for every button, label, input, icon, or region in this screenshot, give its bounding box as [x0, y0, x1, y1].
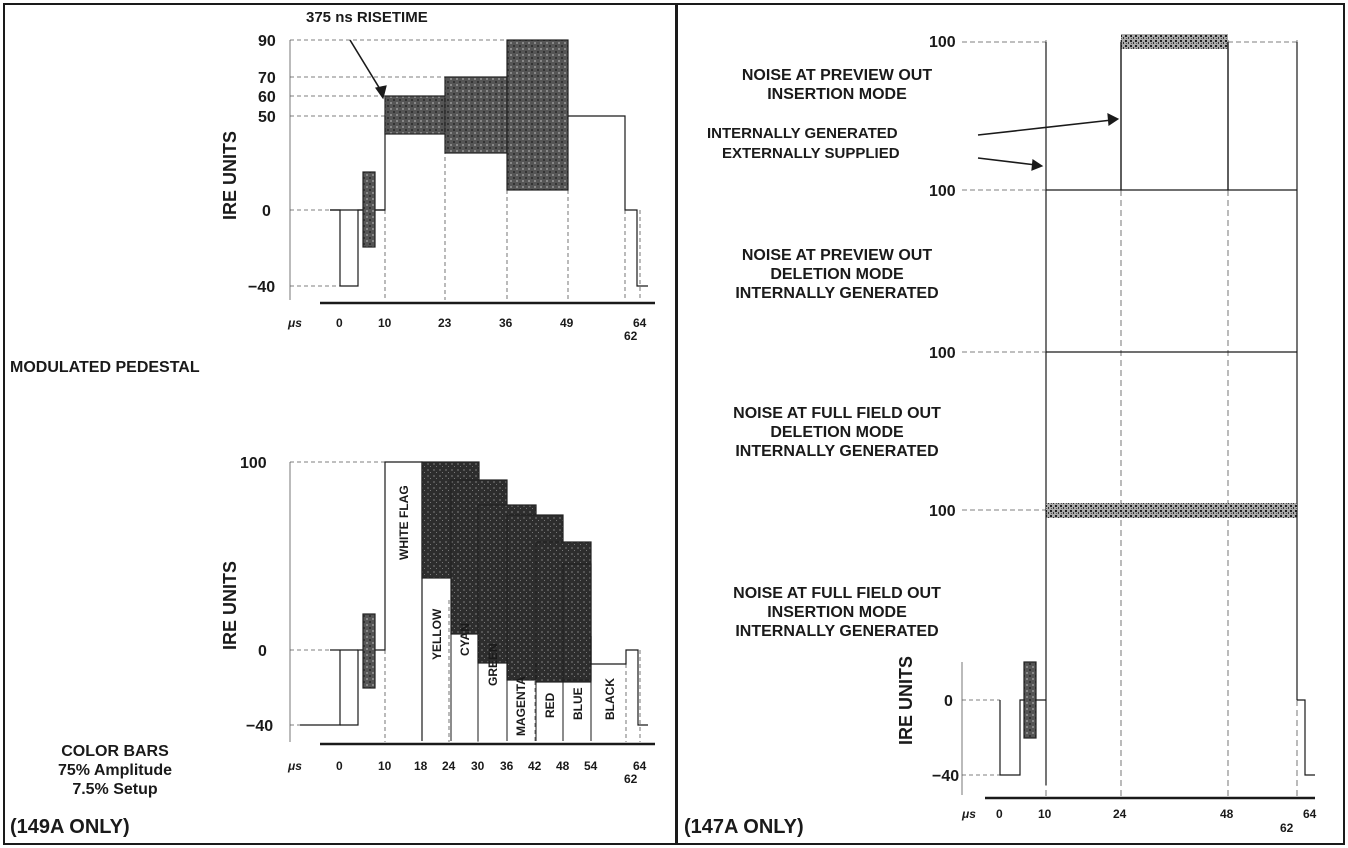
bar-label-green: GREEN: [486, 643, 500, 686]
modulated-pedestal-label: MODULATED PEDESTAL: [10, 359, 200, 376]
y-tick-60: 60: [258, 89, 276, 106]
noise-panel2-description: NOISE AT PREVIEW OUT DELETION MODE INTER…: [692, 246, 982, 303]
y-tick-70: 70: [258, 70, 276, 87]
x-tick-0: 0: [336, 759, 343, 773]
noise-panel4-line1: NOISE AT FULL FIELD OUT: [733, 585, 941, 602]
bar-label-white-flag: WHITE FLAG: [397, 485, 411, 560]
internally-generated-arrow-label: INTERNALLY GENERATED: [707, 125, 898, 142]
color-bars-y-axis-label: IRE UNITS: [220, 561, 240, 650]
noise-panel4-description: NOISE AT FULL FIELD OUT INSERTION MODE I…: [692, 584, 982, 641]
x-tick-64: 64: [633, 316, 647, 330]
color-bars-x-ticks: μs 0 10 18 24 30 36 42 48 54 64 62: [287, 759, 647, 786]
x-tick-54: 54: [584, 759, 598, 773]
y-tick-minus40: −40: [248, 279, 275, 296]
noise-panel1-description: NOISE AT PREVIEW OUT INSERTION MODE: [692, 66, 982, 104]
footer-147a: (147A ONLY): [684, 816, 804, 838]
y-tick-minus40: −40: [932, 768, 959, 785]
noise-panel2-line3: INTERNALLY GENERATED: [735, 285, 939, 302]
y-tick-50: 50: [258, 109, 276, 126]
y-tick-0: 0: [258, 643, 267, 660]
x-tick-64: 64: [1303, 807, 1317, 821]
x-tick-10: 10: [378, 759, 392, 773]
color-bars-y-ticks: 100 0 −40: [240, 455, 273, 735]
level-100-c: 100: [929, 345, 956, 362]
noise-panel4-line3: INTERNALLY GENERATED: [735, 623, 939, 640]
x-tick-48: 48: [556, 759, 570, 773]
x-unit: μs: [287, 759, 302, 773]
y-tick-minus40: −40: [246, 718, 273, 735]
x-tick-23: 23: [438, 316, 452, 330]
x-tick-24: 24: [1113, 807, 1127, 821]
noise-panel2-line1: NOISE AT PREVIEW OUT: [741, 247, 933, 264]
x-tick-18: 18: [414, 759, 428, 773]
level-100-b: 100: [929, 183, 956, 200]
bar-label-magenta: MAGENTA: [514, 676, 528, 736]
x-tick-0: 0: [996, 807, 1003, 821]
bar-label-yellow: YELLOW: [430, 608, 444, 660]
x-tick-48: 48: [1220, 807, 1234, 821]
noise-panel3-line2: DELETION MODE: [770, 424, 904, 441]
noise-chart: [961, 34, 1315, 800]
right-panel: [676, 3, 1345, 845]
noise-level-labels: 100 100 100 100 0 −40: [929, 34, 959, 785]
noise-panel3-description: NOISE AT FULL FIELD OUT DELETION MODE IN…: [692, 404, 982, 461]
y-tick-90: 90: [258, 33, 276, 50]
x-tick-62: 62: [1280, 821, 1294, 835]
x-tick-24: 24: [442, 759, 456, 773]
x-tick-62: 62: [624, 772, 638, 786]
level-100-d: 100: [929, 503, 956, 520]
noise-panel1-line2: INSERTION MODE: [767, 86, 907, 103]
noise-panel1-line1: NOISE AT PREVIEW OUT: [741, 67, 933, 84]
x-tick-42: 42: [528, 759, 542, 773]
x-unit: μs: [287, 316, 302, 330]
y-tick-0: 0: [262, 203, 271, 220]
color-bars-label: COLOR BARS 75% Amplitude 7.5% Setup: [10, 742, 220, 799]
x-tick-36: 36: [499, 316, 513, 330]
x-tick-0: 0: [336, 316, 343, 330]
noise-panel2-line2: DELETION MODE: [770, 266, 904, 283]
footer-149a: (149A ONLY): [10, 816, 130, 838]
risetime-annotation: 375 ns RISETIME: [306, 9, 428, 26]
noise-y-axis-label: IRE UNITS: [896, 656, 916, 745]
noise-panel3-line3: INTERNALLY GENERATED: [735, 443, 939, 460]
modulated-pedestal-x-ticks: μs 0 10 23 36 49 64 62: [287, 316, 647, 343]
noise-panel3-line1: NOISE AT FULL FIELD OUT: [733, 405, 941, 422]
x-unit: μs: [961, 807, 976, 821]
color-bars-title: COLOR BARS: [61, 743, 169, 760]
x-tick-62: 62: [624, 329, 638, 343]
y-tick-100: 100: [240, 455, 267, 472]
x-tick-36: 36: [500, 759, 514, 773]
x-tick-10: 10: [378, 316, 392, 330]
x-tick-30: 30: [471, 759, 485, 773]
modulated-pedestal-chart: [289, 39, 655, 305]
color-bars-chart: [289, 461, 655, 746]
bar-label-cyan: CYAN: [458, 623, 472, 656]
bar-label-black: BLACK: [603, 678, 617, 720]
bar-label-red: RED: [543, 692, 557, 718]
noise-panel4-line2: INSERTION MODE: [767, 604, 907, 621]
modulated-pedestal-y-ticks: 90 70 60 50 0 −40: [248, 33, 276, 296]
x-tick-10: 10: [1038, 807, 1052, 821]
x-tick-64: 64: [633, 759, 647, 773]
noise-arrow-labels: INTERNALLY GENERATED EXTERNALLY SUPPLIED: [707, 125, 900, 162]
y-tick-0: 0: [944, 693, 953, 710]
externally-supplied-arrow-label: EXTERNALLY SUPPLIED: [722, 145, 900, 162]
level-100-a: 100: [929, 34, 956, 51]
noise-x-ticks: μs 0 10 24 48 64 62: [961, 807, 1317, 835]
color-bars-amplitude: 75% Amplitude: [57, 762, 173, 779]
bar-label-blue: BLUE: [571, 687, 585, 720]
x-tick-49: 49: [560, 316, 574, 330]
color-bars-labels: WHITE FLAG YELLOW CYAN GREEN MAGENTA RED…: [397, 485, 617, 736]
modulated-pedestal-y-axis-label: IRE UNITS: [220, 131, 240, 220]
color-bars-setup: 7.5% Setup: [72, 781, 158, 798]
